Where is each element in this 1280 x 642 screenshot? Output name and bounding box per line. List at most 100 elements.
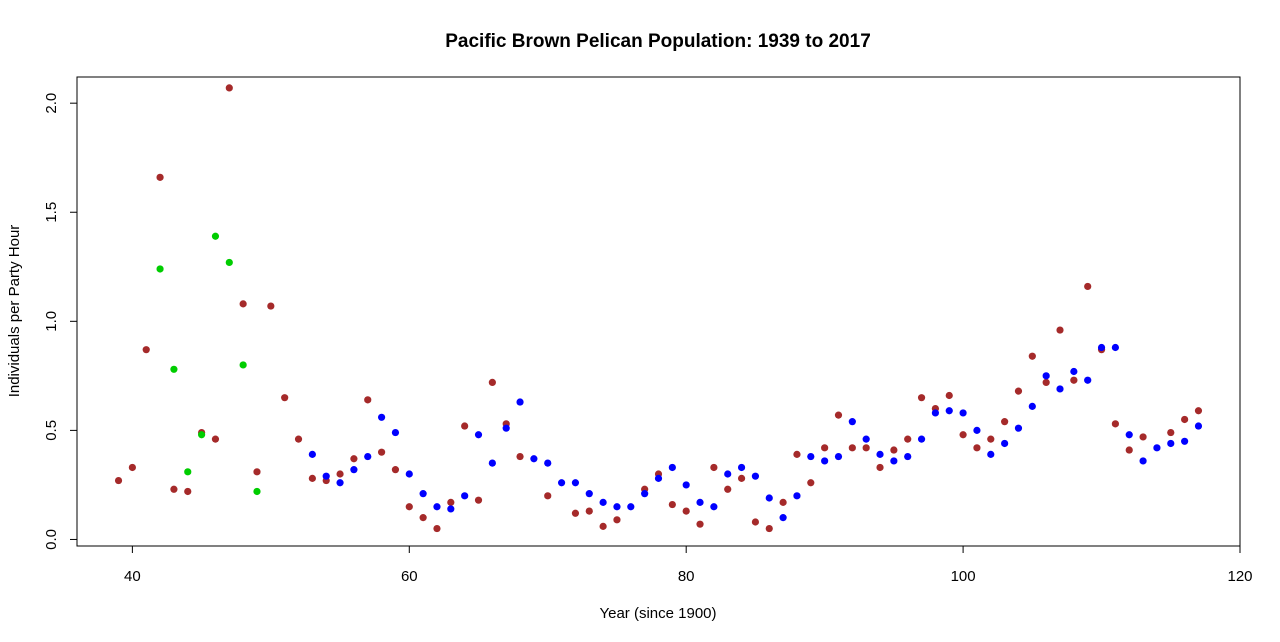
data-point (1084, 282, 1092, 291)
data-point (779, 514, 787, 522)
data-point (170, 485, 178, 493)
data-point (848, 444, 856, 452)
series-3 (156, 232, 261, 496)
data-point (1070, 376, 1078, 384)
data-point (516, 452, 524, 461)
data-point (253, 468, 261, 476)
data-point (544, 492, 552, 500)
y-tick-label: 1.5 (43, 202, 60, 223)
data-point (433, 524, 441, 533)
data-point (807, 479, 815, 487)
data-point (668, 463, 676, 472)
data-point (751, 518, 760, 526)
x-tick-label: 40 (124, 568, 141, 585)
data-point (391, 466, 400, 474)
data-point (876, 463, 884, 472)
data-point (1194, 422, 1203, 430)
data-point (821, 444, 829, 452)
data-point (793, 492, 801, 500)
data-point (253, 487, 261, 496)
data-point (198, 431, 206, 439)
data-point (419, 514, 427, 522)
data-point (613, 516, 621, 524)
data-point (267, 302, 275, 310)
data-point (557, 479, 566, 487)
data-point (156, 265, 164, 273)
data-point (1167, 439, 1175, 448)
data-point (544, 459, 552, 467)
data-point (308, 450, 316, 458)
data-point (876, 450, 884, 458)
data-point (488, 459, 496, 467)
data-point (530, 455, 538, 463)
y-tick-label: 1.0 (43, 311, 60, 332)
data-point (585, 490, 593, 498)
data-point (696, 498, 704, 506)
data-point (945, 407, 953, 415)
data-point (474, 496, 483, 504)
data-point (724, 470, 732, 478)
data-point (1125, 446, 1133, 454)
data-point (571, 479, 580, 487)
data-point (516, 398, 524, 406)
data-point (737, 463, 746, 472)
data-point (447, 498, 455, 506)
data-point (696, 520, 704, 528)
data-point (834, 452, 843, 461)
data-point (1139, 433, 1147, 441)
data-point (405, 470, 413, 478)
data-point (1056, 385, 1064, 393)
data-point (1125, 431, 1133, 439)
series-2 (308, 343, 1203, 522)
data-point (599, 498, 607, 506)
data-point (862, 444, 870, 452)
data-point (170, 365, 178, 373)
data-points (114, 84, 1203, 533)
data-point (737, 474, 746, 482)
data-point (239, 361, 247, 369)
data-point (973, 426, 981, 434)
data-point (834, 411, 843, 419)
data-point (585, 507, 593, 515)
data-point (211, 232, 220, 240)
data-point (184, 468, 192, 476)
data-point (184, 487, 192, 496)
data-point (821, 457, 829, 465)
data-point (668, 500, 676, 509)
data-point (1139, 457, 1147, 465)
data-point (765, 524, 773, 533)
data-point (350, 466, 358, 474)
series-1 (114, 84, 1203, 533)
data-point (350, 455, 358, 463)
data-point (114, 476, 123, 485)
y-axis: 0.0 0.5 1.0 1.5 2.0 (43, 93, 78, 550)
data-point (1194, 407, 1203, 415)
data-point (294, 435, 303, 443)
data-point (461, 422, 469, 430)
data-point (1167, 428, 1175, 437)
data-point (239, 300, 247, 308)
data-point (377, 448, 386, 456)
data-point (1056, 326, 1064, 334)
data-point (447, 505, 455, 513)
data-point (419, 490, 427, 498)
data-point (433, 503, 441, 511)
data-point (488, 378, 496, 386)
data-point (793, 450, 801, 458)
data-point (710, 503, 718, 511)
data-point (1111, 343, 1119, 352)
data-point (765, 494, 773, 502)
data-point (225, 258, 233, 267)
data-point (142, 346, 150, 354)
data-point (751, 472, 760, 480)
data-point (904, 452, 912, 461)
data-point (613, 503, 621, 511)
data-point (502, 424, 510, 432)
data-point (391, 428, 400, 437)
data-point (1070, 367, 1078, 376)
data-point (336, 479, 344, 487)
data-point (1153, 444, 1161, 452)
data-point (654, 474, 663, 482)
data-point (1014, 387, 1023, 395)
